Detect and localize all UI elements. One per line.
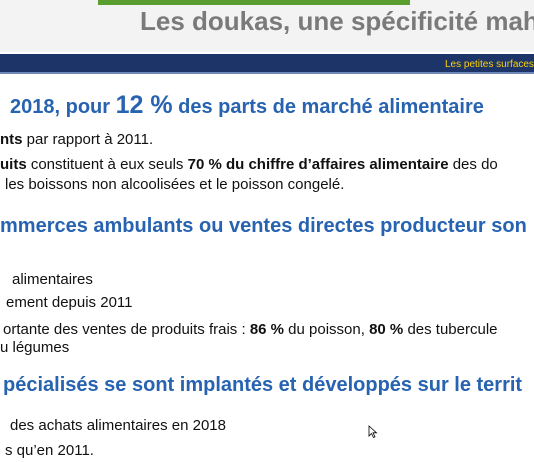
body-line: uits constituent à eux seuls 70 % du chi… bbox=[0, 156, 498, 173]
text-segment: du poisson, bbox=[284, 321, 369, 338]
text-segment: des tubercule bbox=[403, 321, 497, 338]
text-segment: nts bbox=[0, 131, 23, 148]
text-segment: constituent à eux seuls bbox=[27, 156, 188, 173]
section-heading: mmerces ambulants ou ventes directes pro… bbox=[0, 215, 527, 237]
banner-line bbox=[0, 72, 534, 74]
body-line: des achats alimentaires en 2018 bbox=[10, 417, 226, 434]
body-line: ortante des ventes de produits frais : 8… bbox=[3, 321, 498, 338]
text-segment: alimentaires bbox=[12, 271, 93, 288]
text-segment: u légumes bbox=[0, 339, 69, 356]
text-segment: ement depuis 2011 bbox=[6, 294, 132, 311]
banner-bar bbox=[0, 54, 534, 72]
text-segment: les boissons non alcoolisées et le poiss… bbox=[5, 176, 344, 193]
body-line: alimentaires bbox=[12, 271, 93, 288]
heading-segment: 2018, pour bbox=[10, 96, 116, 118]
body-line: u légumes bbox=[0, 339, 69, 356]
heading-segment: des parts de marché alimentaire bbox=[173, 96, 484, 118]
content: 2018, pour 12 % des parts de marché alim… bbox=[0, 91, 527, 459]
text-segment: 70 % du chiffre d’affaires alimentaire bbox=[188, 156, 449, 173]
header-area bbox=[0, 0, 534, 52]
text-segment: 80 % bbox=[369, 321, 403, 338]
body-line: s qu’en 2011. bbox=[5, 442, 94, 459]
heading-segment: 12 % bbox=[116, 91, 173, 119]
body-line: nts par rapport à 2011. bbox=[0, 131, 153, 148]
text-segment: des do bbox=[449, 156, 498, 173]
text-segment: s qu’en 2011. bbox=[5, 442, 94, 459]
text-segment: 86 % bbox=[250, 321, 284, 338]
heading-segment: mmerces ambulants ou ventes directes pro… bbox=[0, 215, 527, 237]
cursor bbox=[368, 425, 378, 439]
section-heading: 2018, pour 12 % des parts de marché alim… bbox=[10, 91, 484, 119]
text-segment: ortante des ventes de produits frais : bbox=[3, 321, 250, 338]
banner-text: Les petites surfaces a bbox=[445, 59, 534, 70]
slide-title: Les doukas, une spécificité mahorais bbox=[140, 6, 534, 36]
text-segment: uits bbox=[0, 156, 27, 173]
text-segment: par rapport à 2011. bbox=[23, 131, 154, 148]
body-line: ement depuis 2011 bbox=[6, 294, 132, 311]
heading-segment: pécialisés se sont implantés et développ… bbox=[3, 374, 522, 396]
section-heading: pécialisés se sont implantés et développ… bbox=[3, 374, 522, 396]
body-line: les boissons non alcoolisées et le poiss… bbox=[5, 176, 344, 193]
top-strip bbox=[98, 0, 410, 5]
text-segment: des achats alimentaires en 2018 bbox=[10, 417, 226, 434]
